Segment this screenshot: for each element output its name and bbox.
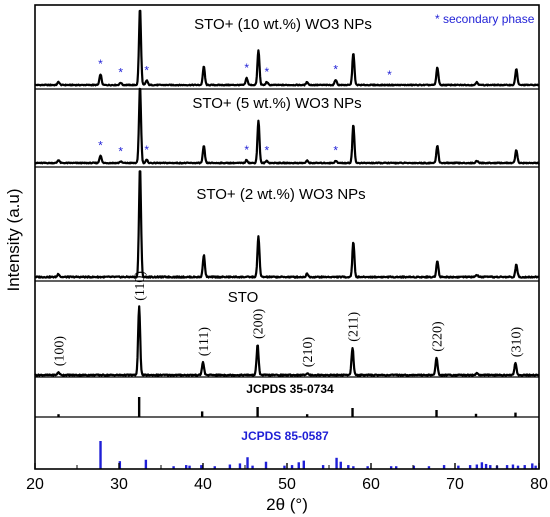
xrd-pattern-3: [34, 170, 540, 279]
secondary-phase-star: *: [333, 63, 338, 77]
xrd-pattern-1: [34, 9, 540, 87]
x-tick-label: 20: [26, 476, 44, 493]
hkl-label: (100): [53, 336, 68, 367]
pattern-label-4: STO: [228, 289, 259, 306]
pattern-label-3: STO+ (2 wt.%) WO3 NPs: [196, 186, 365, 203]
axes-layer: 20 30 40 50 60 70 80: [26, 4, 548, 493]
hkl-label: (310): [510, 327, 525, 358]
hkl-label: (220): [431, 321, 446, 352]
pattern-label-2: STO+ (5 wt.%) WO3 NPs: [192, 95, 361, 112]
x-tick-label: 50: [278, 476, 296, 493]
reference-label-2: JCPDS 85-0587: [241, 429, 329, 443]
secondary-phase-note: * secondary phase: [435, 12, 535, 26]
secondary-phase-star: *: [118, 66, 123, 80]
secondary-phase-star: *: [144, 143, 149, 157]
secondary-phase-star: *: [333, 144, 338, 158]
x-tick-label: 70: [446, 476, 464, 493]
secondary-phase-star: *: [98, 57, 103, 71]
hkl-label: (111): [197, 327, 212, 357]
plot-frame: [34, 4, 540, 470]
x-tick-label: 80: [530, 476, 548, 493]
x-tick-label: 30: [110, 476, 128, 493]
xrd-pattern-2: [34, 87, 540, 165]
y-axis-title: Intensity (a.u): [4, 189, 23, 292]
x-axis-title: 2θ (°): [266, 495, 308, 514]
x-tick-label: 60: [362, 476, 380, 493]
secondary-phase-star: *: [387, 68, 392, 82]
secondary-phase-star: *: [98, 138, 103, 152]
secondary-phase-star: *: [265, 144, 270, 158]
secondary-phase-star: *: [244, 143, 249, 157]
hkl-label: (211): [347, 312, 362, 342]
secondary-phase-star: *: [118, 144, 123, 158]
hkl-label: (200): [252, 308, 267, 339]
x-tick-label: 40: [194, 476, 212, 493]
hkl-label: (210): [301, 337, 316, 368]
plot-layer: STO+ (10 wt.%) WO3 NPs * * * * * * * STO+ (5 wt.…: [34, 9, 540, 469]
reference-label-1: JCPDS 35-0734: [246, 382, 334, 396]
secondary-phase-star: *: [265, 65, 270, 79]
secondary-phase-star: *: [244, 61, 249, 75]
xrd-pattern-4: [34, 305, 540, 377]
hkl-label: (110): [133, 271, 148, 301]
secondary-phase-star: *: [144, 63, 149, 77]
pattern-label-1: STO+ (10 wt.%) WO3 NPs: [194, 16, 372, 33]
